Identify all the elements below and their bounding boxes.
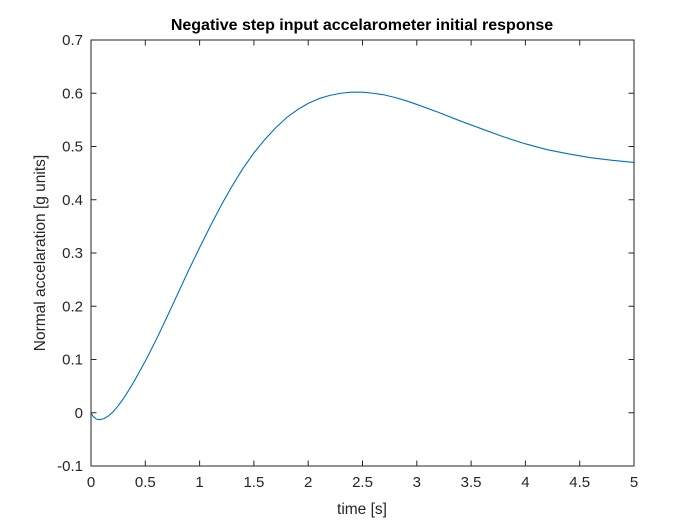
x-tick-label: 1.5 (243, 474, 264, 491)
series-line (90, 91, 635, 421)
y-axis-label: Normal accelaration [g units] (32, 155, 49, 351)
x-tick-label: 0 (87, 474, 95, 491)
x-tick-label: 0.5 (135, 474, 156, 491)
x-axis-label: time [s] (337, 501, 387, 518)
y-tick-label: 0.7 (62, 32, 83, 49)
y-tick-label: 0.2 (62, 298, 83, 315)
x-tick-label: 5 (630, 474, 638, 491)
x-tick-label: 3.5 (461, 474, 482, 491)
y-tick-label: 0.4 (62, 192, 83, 209)
chart-title: Negative step input accelarometer initia… (171, 17, 553, 34)
series-group (90, 91, 635, 421)
x-tick-label: 4 (521, 474, 529, 491)
x-tick-label: 2.5 (352, 474, 373, 491)
y-tick-label: 0.5 (62, 139, 83, 156)
y-tick-label: 0 (75, 405, 83, 422)
y-tick-label: 0.1 (62, 352, 83, 369)
x-tick-label: 1 (195, 474, 203, 491)
x-tick-label: 3 (413, 474, 421, 491)
x-tick-label: 4.5 (569, 474, 590, 491)
y-tick-label: 0.3 (62, 245, 83, 262)
tick-group: 0 0.5 1 1.5 2 2.5 3 3.5 4 4.5 5-0.100.10.20.30.40.… (57, 32, 638, 491)
y-tick-label: 0.6 (62, 85, 83, 102)
x-tick-label: 2 (304, 474, 312, 491)
y-tick-label: -0.1 (57, 458, 83, 475)
plot-area-box (90, 39, 635, 467)
